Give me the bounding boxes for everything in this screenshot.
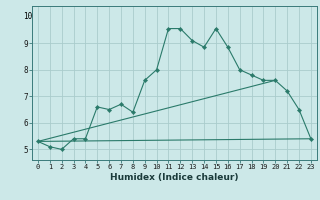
Text: 10: 10 xyxy=(23,12,32,21)
X-axis label: Humidex (Indice chaleur): Humidex (Indice chaleur) xyxy=(110,173,239,182)
